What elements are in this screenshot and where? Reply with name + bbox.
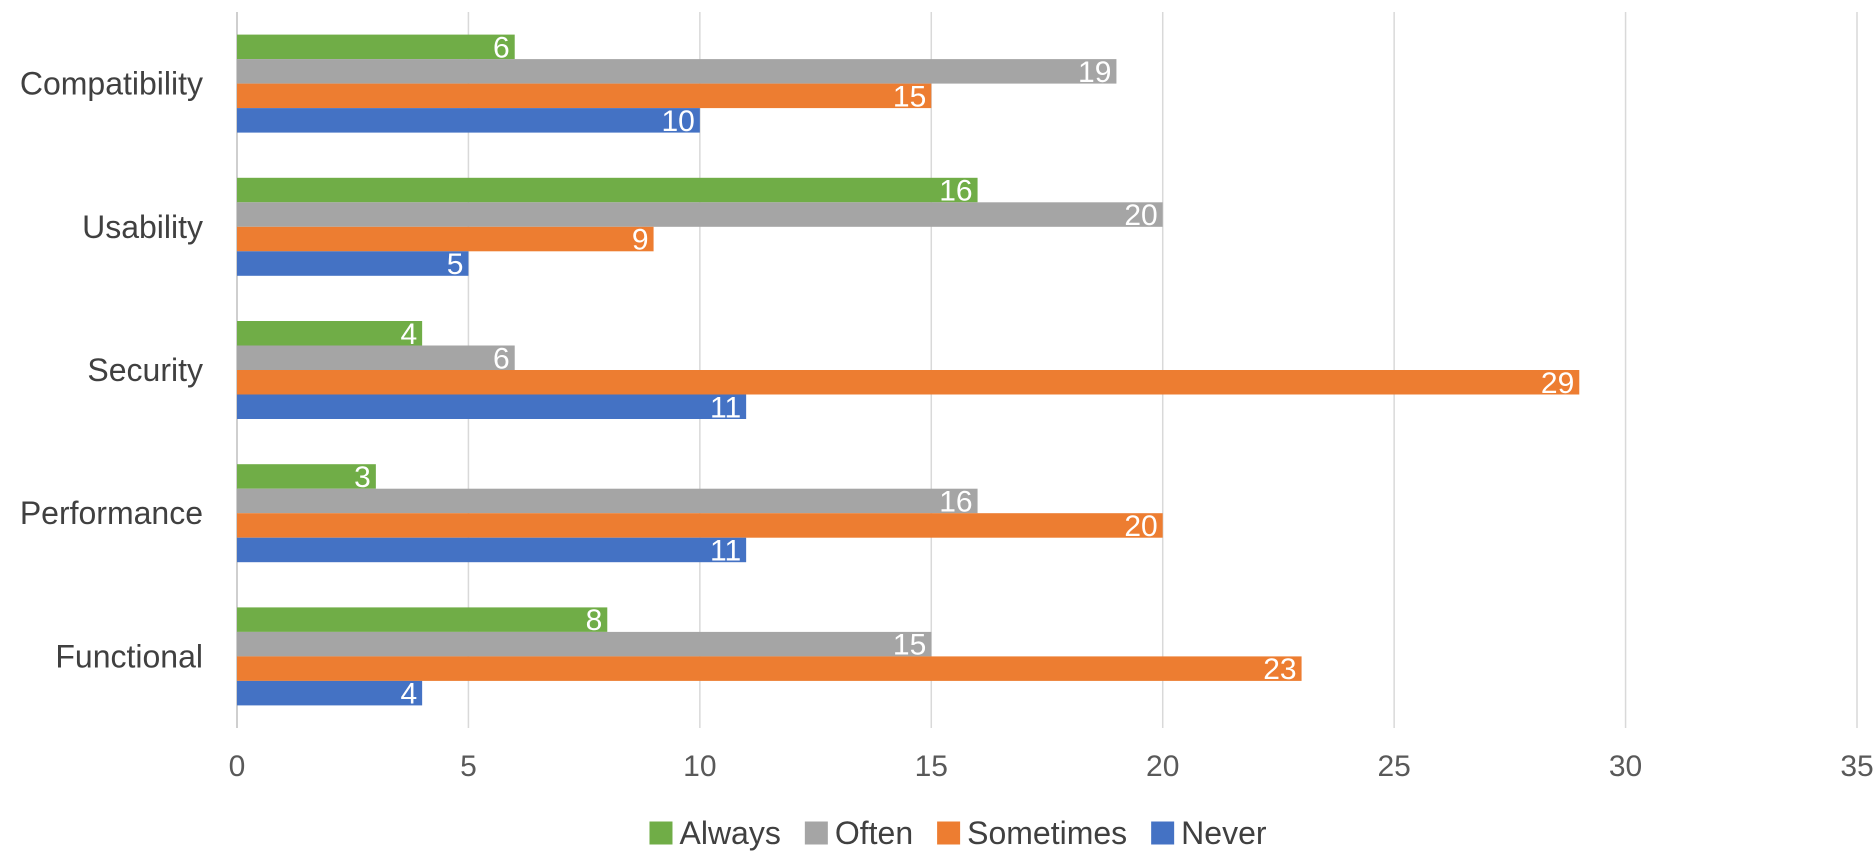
category-label: Performance: [20, 495, 203, 531]
legend: Always Often Sometimes Never: [649, 815, 1267, 851]
bar-never-usability: [237, 251, 469, 276]
legend-label: Always: [679, 815, 780, 851]
data-label: 3: [354, 461, 371, 494]
bar-never-performance: [237, 537, 747, 563]
bar-always-functional: [237, 607, 608, 632]
bar-sometimes-functional: [237, 656, 1302, 681]
bar-never-compatibility: [237, 108, 700, 133]
legend-swatch: [1151, 821, 1175, 845]
data-label: 15: [893, 80, 926, 113]
data-label: 29: [1541, 367, 1574, 400]
bar-often-functional: [237, 631, 932, 657]
category-labels: Compatibility Usability Security Performanc…: [20, 66, 203, 675]
bar-sometimes-compatibility: [237, 83, 932, 109]
data-label: 4: [400, 678, 417, 711]
bar-always-usability: [237, 177, 978, 203]
x-axis-tick-labels: 0 5 10 15 20 25 30 35: [229, 750, 1874, 783]
legend-label: Often: [835, 815, 913, 851]
data-label: 11: [710, 391, 741, 424]
bar-always-compatibility: [237, 34, 515, 60]
bar-always-performance: [237, 464, 376, 489]
x-tick-label: 25: [1377, 750, 1410, 783]
bar-always-security: [237, 321, 423, 346]
x-tick-label: 5: [460, 750, 477, 783]
data-label: 10: [661, 105, 694, 138]
data-labels: 6 19 15 10 16 20 9 5 4 6 29 11 3 16 20 11 8 15 23 4: [354, 31, 1574, 710]
data-label: 8: [586, 604, 603, 637]
x-tick-label: 0: [229, 750, 246, 783]
data-label: 20: [1124, 199, 1157, 232]
data-label: 19: [1078, 56, 1111, 89]
data-label: 5: [447, 248, 464, 281]
data-label: 4: [400, 318, 417, 351]
bars: [237, 34, 1580, 706]
category-label: Usability: [82, 209, 203, 245]
legend-item-sometimes[interactable]: Sometimes: [937, 815, 1127, 851]
data-label: 11: [710, 534, 741, 567]
data-label: 16: [939, 485, 972, 518]
data-label: 15: [893, 629, 926, 662]
bar-often-usability: [237, 202, 1163, 227]
x-tick-label: 30: [1609, 750, 1642, 783]
category-label: Compatibility: [20, 66, 203, 102]
legend-swatch: [937, 821, 961, 845]
bar-sometimes-performance: [237, 513, 1163, 538]
legend-item-never[interactable]: Never: [1151, 815, 1267, 851]
bar-sometimes-usability: [237, 226, 654, 252]
data-label: 23: [1263, 653, 1296, 686]
x-tick-label: 20: [1146, 750, 1179, 783]
data-label: 6: [493, 31, 510, 64]
category-label: Functional: [55, 638, 203, 674]
legend-item-often[interactable]: Often: [804, 815, 913, 851]
x-tick-label: 10: [683, 750, 716, 783]
bar-often-performance: [237, 488, 978, 514]
data-label: 9: [632, 224, 649, 257]
legend-label: Never: [1181, 815, 1267, 851]
legend-label: Sometimes: [967, 815, 1127, 851]
x-tick-label: 35: [1840, 750, 1873, 783]
data-label: 16: [939, 175, 972, 208]
category-label: Security: [87, 352, 203, 388]
legend-swatch: [649, 821, 673, 845]
x-tick-label: 15: [915, 750, 948, 783]
data-label: 6: [493, 342, 510, 375]
bar-never-functional: [237, 680, 423, 706]
bar-never-security: [237, 394, 747, 419]
bar-often-compatibility: [237, 59, 1117, 84]
legend-item-always[interactable]: Always: [649, 815, 781, 851]
data-label: 20: [1124, 510, 1157, 543]
bar-often-security: [237, 345, 515, 370]
bar-sometimes-security: [237, 370, 1580, 395]
legend-swatch: [804, 821, 828, 845]
